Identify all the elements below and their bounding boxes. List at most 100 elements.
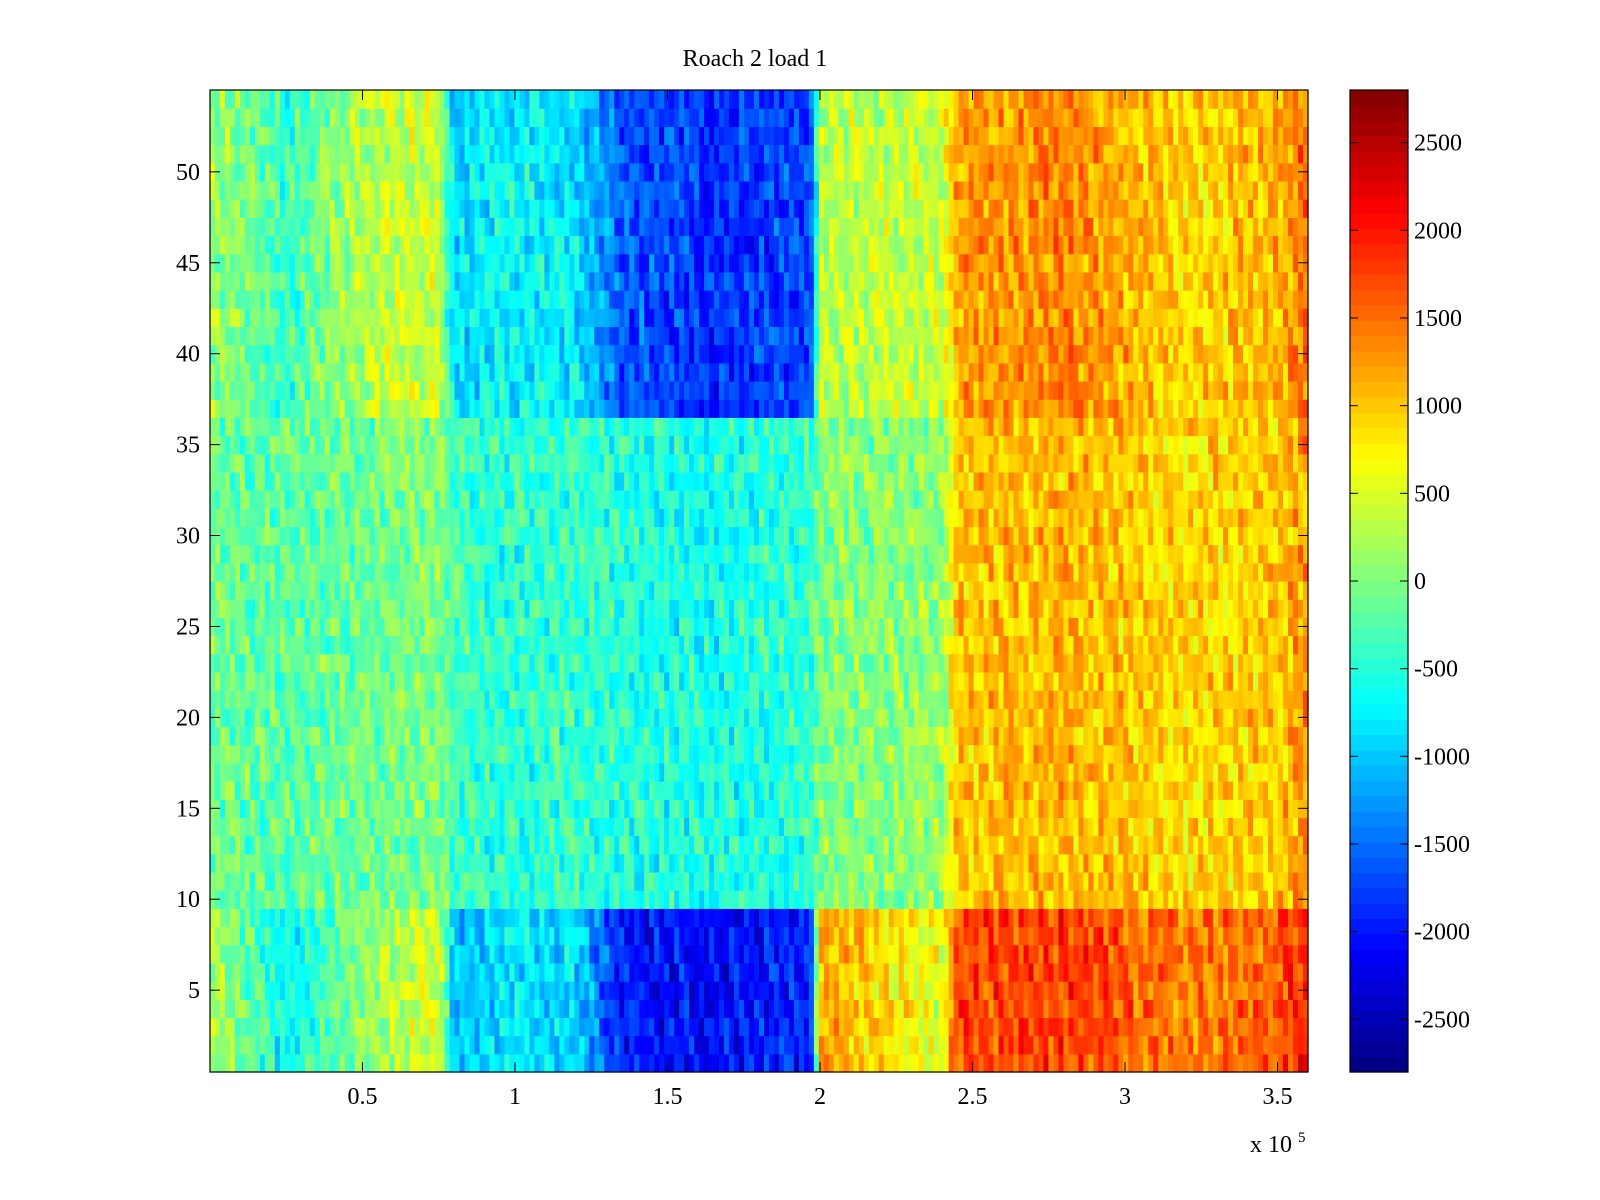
heatmap-cell (1033, 726, 1040, 746)
heatmap-cell (274, 671, 281, 691)
heatmap-cell (1158, 1017, 1164, 1037)
heatmap-cell (644, 835, 650, 855)
heatmap-cell (1273, 781, 1279, 800)
heatmap-cell (219, 926, 226, 946)
heatmap-cell (1148, 944, 1154, 964)
heatmap-cell (923, 762, 930, 782)
heatmap-cell (1108, 708, 1114, 728)
heatmap-cell (334, 853, 341, 873)
heatmap-cell (938, 835, 945, 855)
heatmap-cell (1033, 799, 1040, 819)
heatmap-cell (489, 871, 496, 891)
heatmap-cell (768, 981, 775, 1000)
heatmap-cell (823, 1035, 830, 1055)
heatmap-cell (893, 890, 900, 909)
heatmap-cell (274, 981, 281, 1000)
heatmap-cell (459, 744, 466, 764)
heatmap-cell (354, 926, 361, 946)
heatmap-cell (529, 890, 536, 909)
heatmap-cell (254, 708, 261, 728)
heatmap-cell (659, 1035, 665, 1055)
heatmap-cell (219, 908, 226, 928)
heatmap-cell (778, 853, 785, 873)
heatmap-cell (634, 744, 640, 764)
heatmap-cell (1238, 1053, 1244, 1073)
heatmap-cell (524, 1035, 531, 1055)
heatmap-cell (1173, 981, 1179, 1000)
heatmap-cell (1078, 781, 1085, 800)
heatmap-cell (469, 871, 476, 891)
heatmap-cell (279, 1017, 286, 1037)
heatmap-cell (604, 908, 610, 928)
heatmap-cell (534, 1053, 540, 1073)
heatmap-cell (319, 1053, 326, 1073)
heatmap-cell (344, 653, 351, 673)
heatmap-cell (294, 962, 301, 982)
heatmap-cell (858, 1035, 865, 1055)
heatmap-cell (1298, 690, 1304, 709)
heatmap-cell (509, 690, 516, 709)
heatmap-cell (1188, 926, 1194, 946)
heatmap-cell (1188, 671, 1194, 691)
heatmap-cell (1173, 926, 1179, 946)
heatmap-cell (379, 871, 386, 891)
heatmap-cell (1088, 690, 1094, 709)
heatmap-cell (958, 799, 965, 819)
heatmap-cell (978, 908, 985, 928)
heatmap-cell (1213, 944, 1219, 964)
heatmap-cell (888, 744, 895, 764)
heatmap-cell (374, 944, 381, 964)
heatmap-cell (1038, 871, 1045, 891)
heatmap-cell (754, 853, 760, 873)
heatmap-cell (943, 817, 950, 837)
heatmap-cell (214, 999, 221, 1019)
heatmap-cell (1053, 726, 1060, 746)
heatmap-cell (564, 799, 570, 819)
heatmap-cell (699, 690, 705, 709)
heatmap-cell (439, 962, 446, 982)
heatmap-cell (349, 944, 356, 964)
heatmap-cell (1133, 962, 1139, 982)
heatmap-cell (1053, 1053, 1060, 1073)
heatmap-cell (1178, 944, 1184, 964)
heatmap-cell (988, 1017, 995, 1037)
heatmap-cell (793, 871, 800, 891)
heatmap-cell (549, 1035, 555, 1055)
heatmap-cell (564, 726, 570, 746)
heatmap-cell (1293, 835, 1299, 855)
heatmap-cell (484, 981, 491, 1000)
heatmap-cell (549, 708, 555, 728)
heatmap-cell (509, 871, 516, 891)
heatmap-cell (1053, 744, 1060, 764)
heatmap-cell (239, 926, 246, 946)
heatmap-cell (873, 671, 880, 691)
heatmap-cell (409, 762, 416, 782)
heatmap-cell (878, 1035, 885, 1055)
heatmap-cell (754, 890, 760, 909)
heatmap-cell (978, 799, 985, 819)
heatmap-cell (983, 908, 990, 928)
heatmap-cell (1163, 744, 1169, 764)
heatmap-cell (1173, 799, 1179, 819)
heatmap-cell (778, 781, 785, 800)
heatmap-cell (1013, 1017, 1020, 1037)
heatmap-cell (319, 726, 326, 746)
heatmap-cell (848, 799, 855, 819)
heatmap-cell (878, 726, 885, 746)
heatmap-cell (1083, 690, 1089, 709)
heatmap-cell (714, 653, 720, 673)
heatmap-cell (778, 1035, 785, 1055)
heatmap-cell (968, 1035, 975, 1055)
heatmap-cell (983, 1035, 990, 1055)
heatmap-cell (259, 999, 266, 1019)
heatmap-cell (1003, 908, 1010, 928)
heatmap-cell (848, 890, 855, 909)
heatmap-cell (664, 981, 670, 1000)
heatmap-cell (1033, 999, 1040, 1019)
heatmap-cell (679, 835, 685, 855)
heatmap-cell (704, 962, 710, 982)
heatmap-cell (749, 1017, 755, 1037)
heatmap-cell (729, 817, 735, 837)
heatmap-cell (684, 726, 690, 746)
heatmap-cell (1163, 1035, 1169, 1055)
